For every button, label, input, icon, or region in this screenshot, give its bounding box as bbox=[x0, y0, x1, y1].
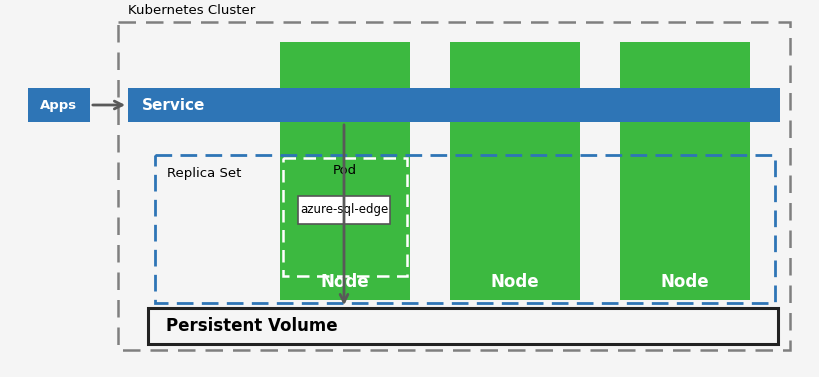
Text: Node: Node bbox=[320, 273, 369, 291]
Bar bbox=[279, 42, 410, 88]
Text: Pod: Pod bbox=[333, 164, 356, 176]
Bar bbox=[619, 42, 749, 88]
Bar bbox=[155, 155, 774, 303]
Text: Node: Node bbox=[660, 273, 708, 291]
Text: Node: Node bbox=[490, 273, 539, 291]
Bar bbox=[147, 308, 777, 344]
Text: Replica Set: Replica Set bbox=[167, 167, 241, 179]
Bar bbox=[28, 88, 90, 122]
Bar bbox=[128, 88, 779, 122]
Text: Persistent Volume: Persistent Volume bbox=[165, 317, 337, 335]
Bar bbox=[279, 122, 410, 300]
Bar bbox=[450, 122, 579, 300]
Bar bbox=[118, 22, 789, 350]
Bar bbox=[619, 122, 749, 300]
Text: azure-sql-edge: azure-sql-edge bbox=[300, 204, 387, 216]
Text: Service: Service bbox=[142, 98, 205, 112]
Bar bbox=[283, 158, 406, 276]
Text: Apps: Apps bbox=[40, 98, 78, 112]
Text: Kubernetes Cluster: Kubernetes Cluster bbox=[128, 4, 255, 17]
Bar bbox=[297, 196, 390, 224]
Bar bbox=[450, 42, 579, 88]
